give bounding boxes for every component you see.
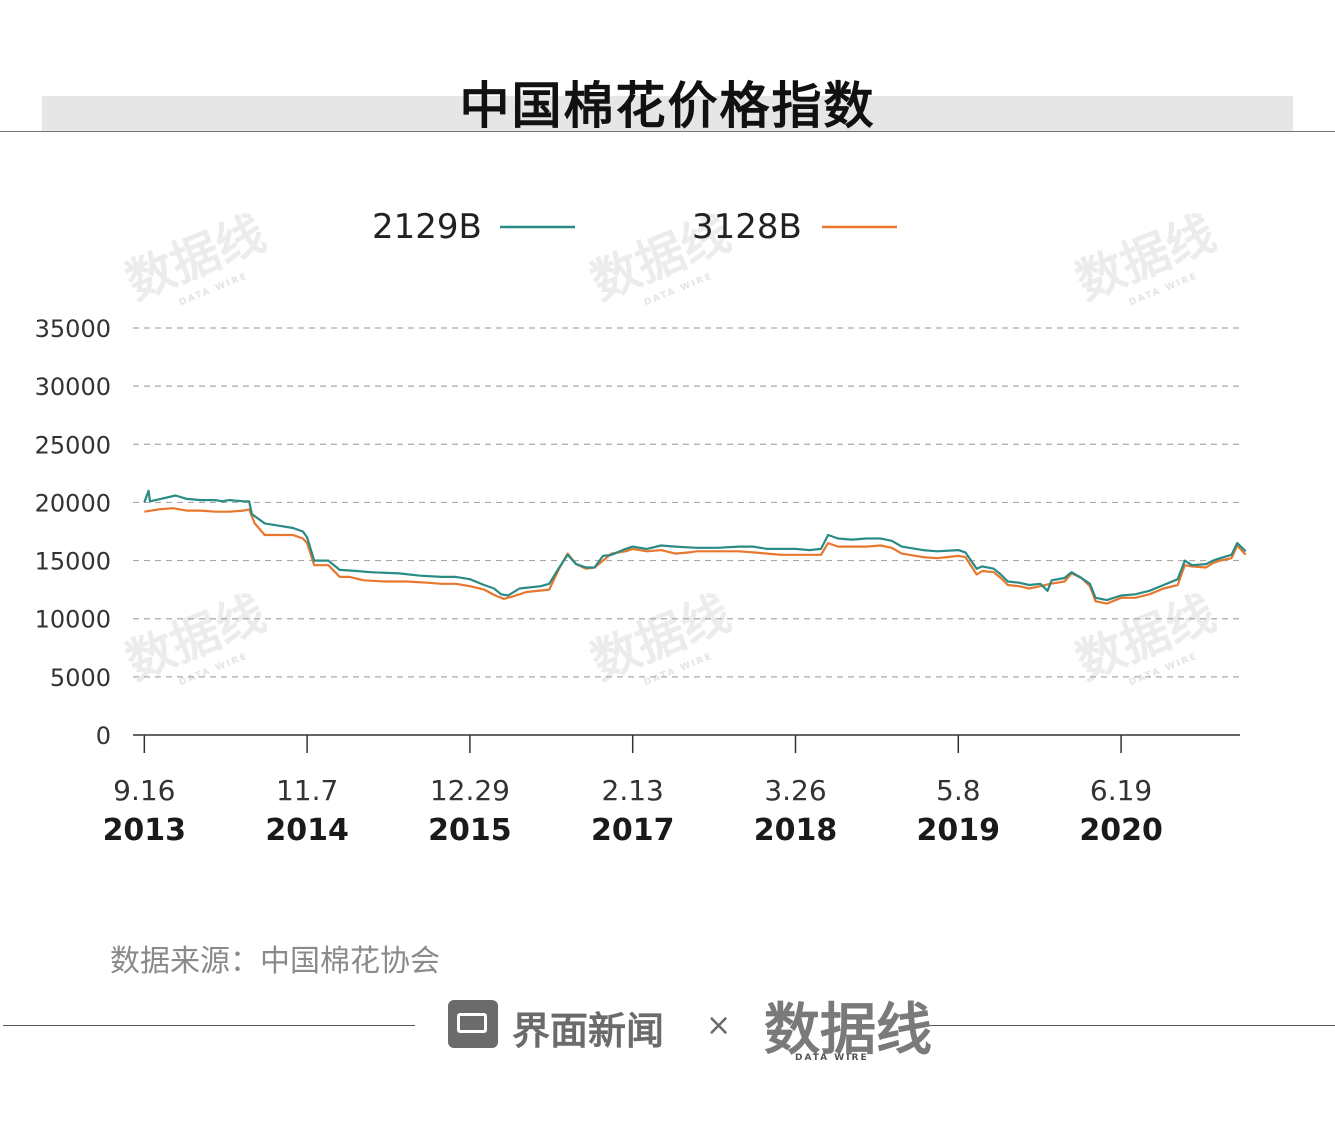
jiemian-logo-icon [448,1000,498,1048]
title-divider [0,131,1335,132]
y-tick-label: 5000 [50,664,111,692]
footer-rule-right [912,1025,1335,1026]
y-axis: 35000 30000 25000 20000 15000 10000 5000 0 [35,315,111,750]
x-tick-date: 9.16 [113,774,175,807]
y-tick-label: 20000 [35,489,111,517]
y-tick-label: 25000 [35,431,111,459]
series-line-3128B [144,507,1247,605]
x-axis: 9.16 2013 11.7 2014 12.29 2015 2.13 2017 3.26 201… [103,734,1240,848]
y-tick-label: 0 [96,722,111,750]
legend-label-3128B: 3128B [692,207,802,247]
x-tick-year: 2015 [428,813,512,848]
source-note: 数据来源：中国棉花协会 [110,944,440,979]
y-tick-label: 30000 [35,373,111,401]
x-tick-year: 2013 [103,813,187,848]
footer-partner-sub: DATA WIRE [795,1053,869,1063]
footer-partner-logo: 数据线 [764,998,932,1063]
series-line-2129B [143,489,1247,602]
x-tick-date: 11.7 [276,774,338,807]
x-tick-year: 2019 [917,813,1001,848]
footer-times: × [706,1008,732,1043]
x-tick-date: 5.8 [936,774,981,807]
footer-rule-left [3,1025,415,1026]
y-tick-label: 10000 [35,606,111,634]
page-title: 中国棉花价格指数 [459,77,876,135]
title-band [42,96,1293,132]
footer-brand: 界面新闻 [512,1009,665,1053]
x-tick-date: 12.29 [430,774,510,807]
y-tick-label: 15000 [35,548,111,576]
legend-label-2129B: 2129B [372,207,482,247]
x-tick-date: 2.13 [602,774,664,807]
x-tick-year: 2014 [265,813,349,848]
series-lines [143,489,1247,605]
legend: 2129B 3128B [372,207,897,247]
x-tick-year: 2018 [754,813,838,848]
y-tick-label: 35000 [35,315,111,343]
x-tick-year: 2017 [591,813,675,848]
x-tick-date: 6.19 [1090,774,1152,807]
x-tick-date: 3.26 [764,774,826,807]
x-tick-year: 2020 [1079,813,1163,848]
y-gridlines [133,327,1240,678]
